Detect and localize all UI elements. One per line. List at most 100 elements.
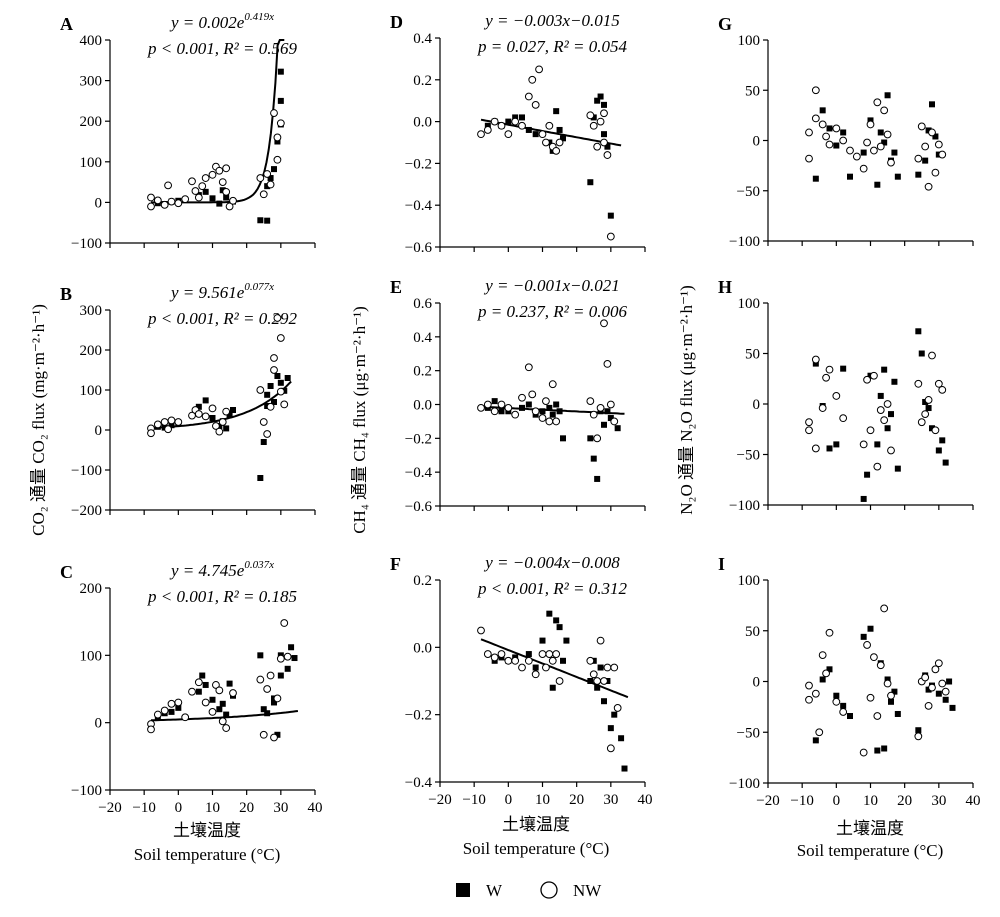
w-point	[881, 745, 888, 752]
x-tick-label: −20	[98, 800, 121, 816]
y-tick-label: 100	[80, 383, 103, 399]
w-point	[891, 688, 898, 695]
w-point	[864, 471, 871, 478]
panel-B: −200 −100 0 100 200 300 B y = 9.561e0.077x p < 0…	[60, 281, 316, 519]
nw-point	[931, 168, 940, 177]
nw-point	[545, 650, 554, 658]
nw-point	[270, 733, 278, 742]
w-point	[881, 139, 888, 146]
nw-point	[606, 744, 615, 753]
x-tick-label: 10	[863, 793, 878, 809]
nw-point	[596, 636, 605, 645]
w-point	[888, 698, 894, 705]
nw-point	[876, 142, 885, 151]
w-point	[532, 664, 539, 671]
nw-point	[832, 392, 841, 400]
w-point	[833, 441, 840, 448]
nw-point	[273, 155, 282, 164]
nw-point	[818, 404, 827, 412]
w-point	[260, 706, 267, 713]
nw-point	[603, 151, 612, 159]
nw-point	[167, 699, 176, 708]
w-point	[894, 465, 901, 472]
nw-point	[545, 417, 554, 426]
nw-point	[822, 132, 830, 141]
nw-point	[938, 679, 947, 688]
nw-point	[603, 663, 612, 672]
w-point	[257, 652, 264, 659]
y-tick-label: 0.0	[413, 398, 432, 414]
x-tick-label: 20	[569, 792, 584, 808]
x-tick-label: 10	[205, 800, 220, 816]
nw-point	[600, 138, 608, 147]
nw-point	[863, 138, 871, 147]
nw-point	[164, 181, 172, 190]
nw-point	[477, 130, 485, 139]
panel-letter: C	[60, 562, 73, 582]
nw-point	[524, 363, 533, 372]
w-point	[491, 398, 498, 405]
nw-point	[555, 677, 564, 685]
w-point	[271, 166, 277, 173]
fit-curve	[151, 39, 285, 204]
nw-point	[528, 390, 537, 399]
w-point	[267, 383, 274, 389]
nw-point	[917, 122, 926, 131]
nw-point	[542, 138, 550, 147]
w-point	[498, 408, 505, 415]
w-point	[894, 710, 901, 717]
nw-point	[504, 403, 513, 412]
nw-point	[188, 687, 196, 696]
fit-statistics: p < 0.001, R² = 0.312	[477, 579, 627, 598]
nw-point	[805, 426, 813, 435]
w-point	[587, 179, 594, 186]
nw-point	[818, 120, 827, 129]
w-point	[881, 366, 888, 373]
nw-point	[832, 124, 841, 133]
nw-point	[606, 400, 615, 409]
w-point	[607, 725, 614, 732]
w-point	[532, 131, 539, 138]
nw-point	[542, 397, 550, 406]
w-point	[884, 92, 891, 99]
fit-equation: y = 0.002e0.419x	[169, 11, 274, 32]
nw-point	[280, 619, 289, 627]
w-point	[922, 157, 929, 164]
nw-point	[283, 652, 292, 661]
y-tick-label: 200	[80, 581, 103, 597]
nw-point	[818, 651, 827, 660]
w-point	[939, 437, 946, 444]
x-tick-label: −10	[132, 800, 155, 816]
nw-point	[805, 418, 813, 427]
nw-point	[822, 669, 830, 678]
w-point	[884, 425, 891, 432]
w-point	[277, 97, 284, 104]
nw-point	[931, 665, 940, 674]
nw-point	[276, 654, 285, 663]
w-point	[812, 737, 819, 744]
panel-F: −0.4 −0.2 0.0 0.2 −20 −10 0 10 20 30 40 F y = −0.004…	[390, 553, 653, 808]
w-point	[209, 195, 216, 202]
nw-point	[846, 146, 854, 155]
nw-point	[490, 407, 499, 416]
nw-point	[931, 426, 940, 435]
y-tick-label: −0.2	[405, 431, 432, 447]
w-point	[546, 610, 553, 617]
w-point	[812, 175, 819, 182]
w-point	[216, 706, 223, 713]
w-point	[223, 425, 230, 432]
w-point	[257, 217, 264, 224]
panel-H: −100 −50 0 50 100 H	[718, 277, 974, 514]
nw-point	[924, 396, 933, 404]
w-point	[549, 411, 556, 418]
nw-point	[174, 418, 183, 426]
w-point	[590, 455, 597, 462]
w-point	[894, 173, 901, 180]
nw-point	[259, 190, 268, 199]
nw-point	[256, 675, 265, 684]
nw-point	[524, 92, 533, 101]
w-point	[556, 624, 563, 631]
fit-statistics: p = 0.027, R² = 0.054	[477, 37, 627, 56]
nw-point	[212, 681, 220, 689]
nw-point	[928, 351, 936, 360]
